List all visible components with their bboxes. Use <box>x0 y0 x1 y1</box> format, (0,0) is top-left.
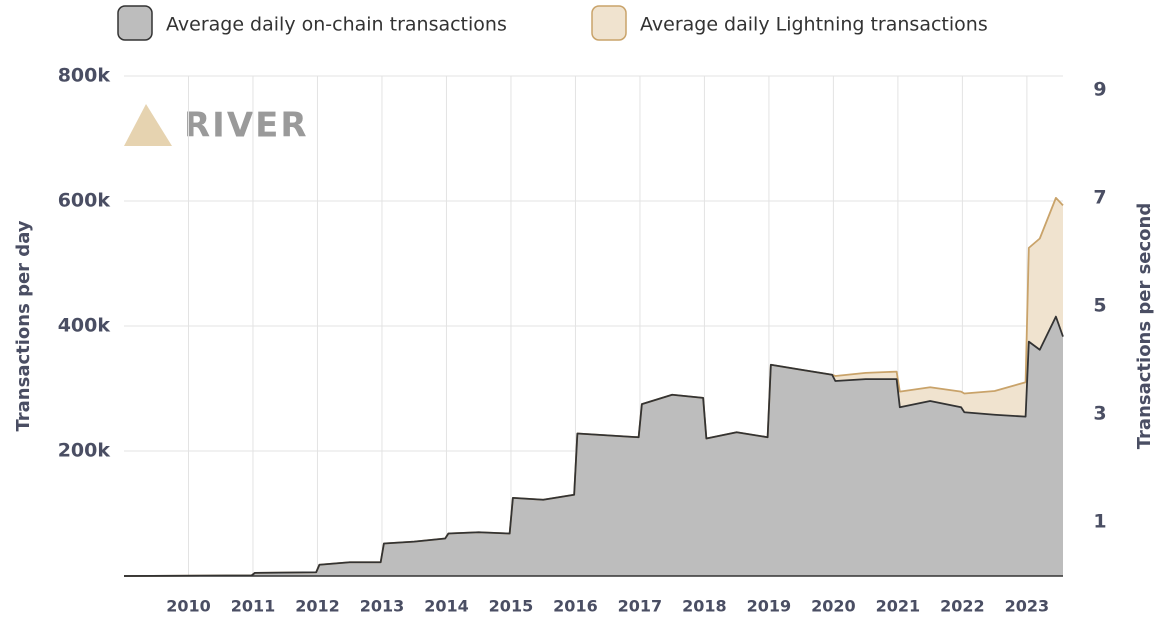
legend-label: Average daily Lightning transactions <box>640 14 988 36</box>
x-tick-label: 2018 <box>682 597 727 616</box>
y2-tick-label: 1 <box>1093 511 1106 533</box>
legend-swatch <box>117 5 153 41</box>
y2-tick-label: 7 <box>1093 187 1106 209</box>
x-tick-label: 2017 <box>618 597 663 616</box>
x-tick-label: 2021 <box>876 597 921 616</box>
legend-swatch <box>591 5 627 41</box>
legend-label: Average daily on-chain transactions <box>166 14 507 36</box>
x-tick-label: 2013 <box>360 597 405 616</box>
watermark-text: RIVER <box>184 106 309 146</box>
area-line <box>123 315 1064 577</box>
y2-axis-label: Transactions per second <box>1134 203 1155 450</box>
y2-tick-label: 5 <box>1093 295 1106 317</box>
x-tick-label: 2023 <box>1005 597 1050 616</box>
x-tick-label: 2014 <box>424 597 469 616</box>
y2-tick-label: 9 <box>1093 79 1106 101</box>
y-tick-label: 400k <box>58 315 111 337</box>
logo-icon <box>124 104 172 146</box>
x-tick-label: 2010 <box>166 597 211 616</box>
x-tick-label: 2012 <box>295 597 340 616</box>
y-tick-label: 200k <box>58 440 111 462</box>
x-tick-label: 2022 <box>940 597 985 616</box>
x-tick-label: 2019 <box>747 597 792 616</box>
y-tick-label: 800k <box>58 65 111 87</box>
watermark: RIVER <box>124 104 309 146</box>
x-tick-label: 2011 <box>231 597 276 616</box>
y2-tick-label: 3 <box>1093 403 1106 425</box>
y-tick-label: 600k <box>58 190 111 212</box>
area <box>124 316 1063 576</box>
y-axis-label: Transactions per day <box>13 220 34 431</box>
x-tick-label: 2016 <box>553 597 598 616</box>
x-tick-label: 2015 <box>489 597 534 616</box>
x-tick-label: 2020 <box>811 597 856 616</box>
